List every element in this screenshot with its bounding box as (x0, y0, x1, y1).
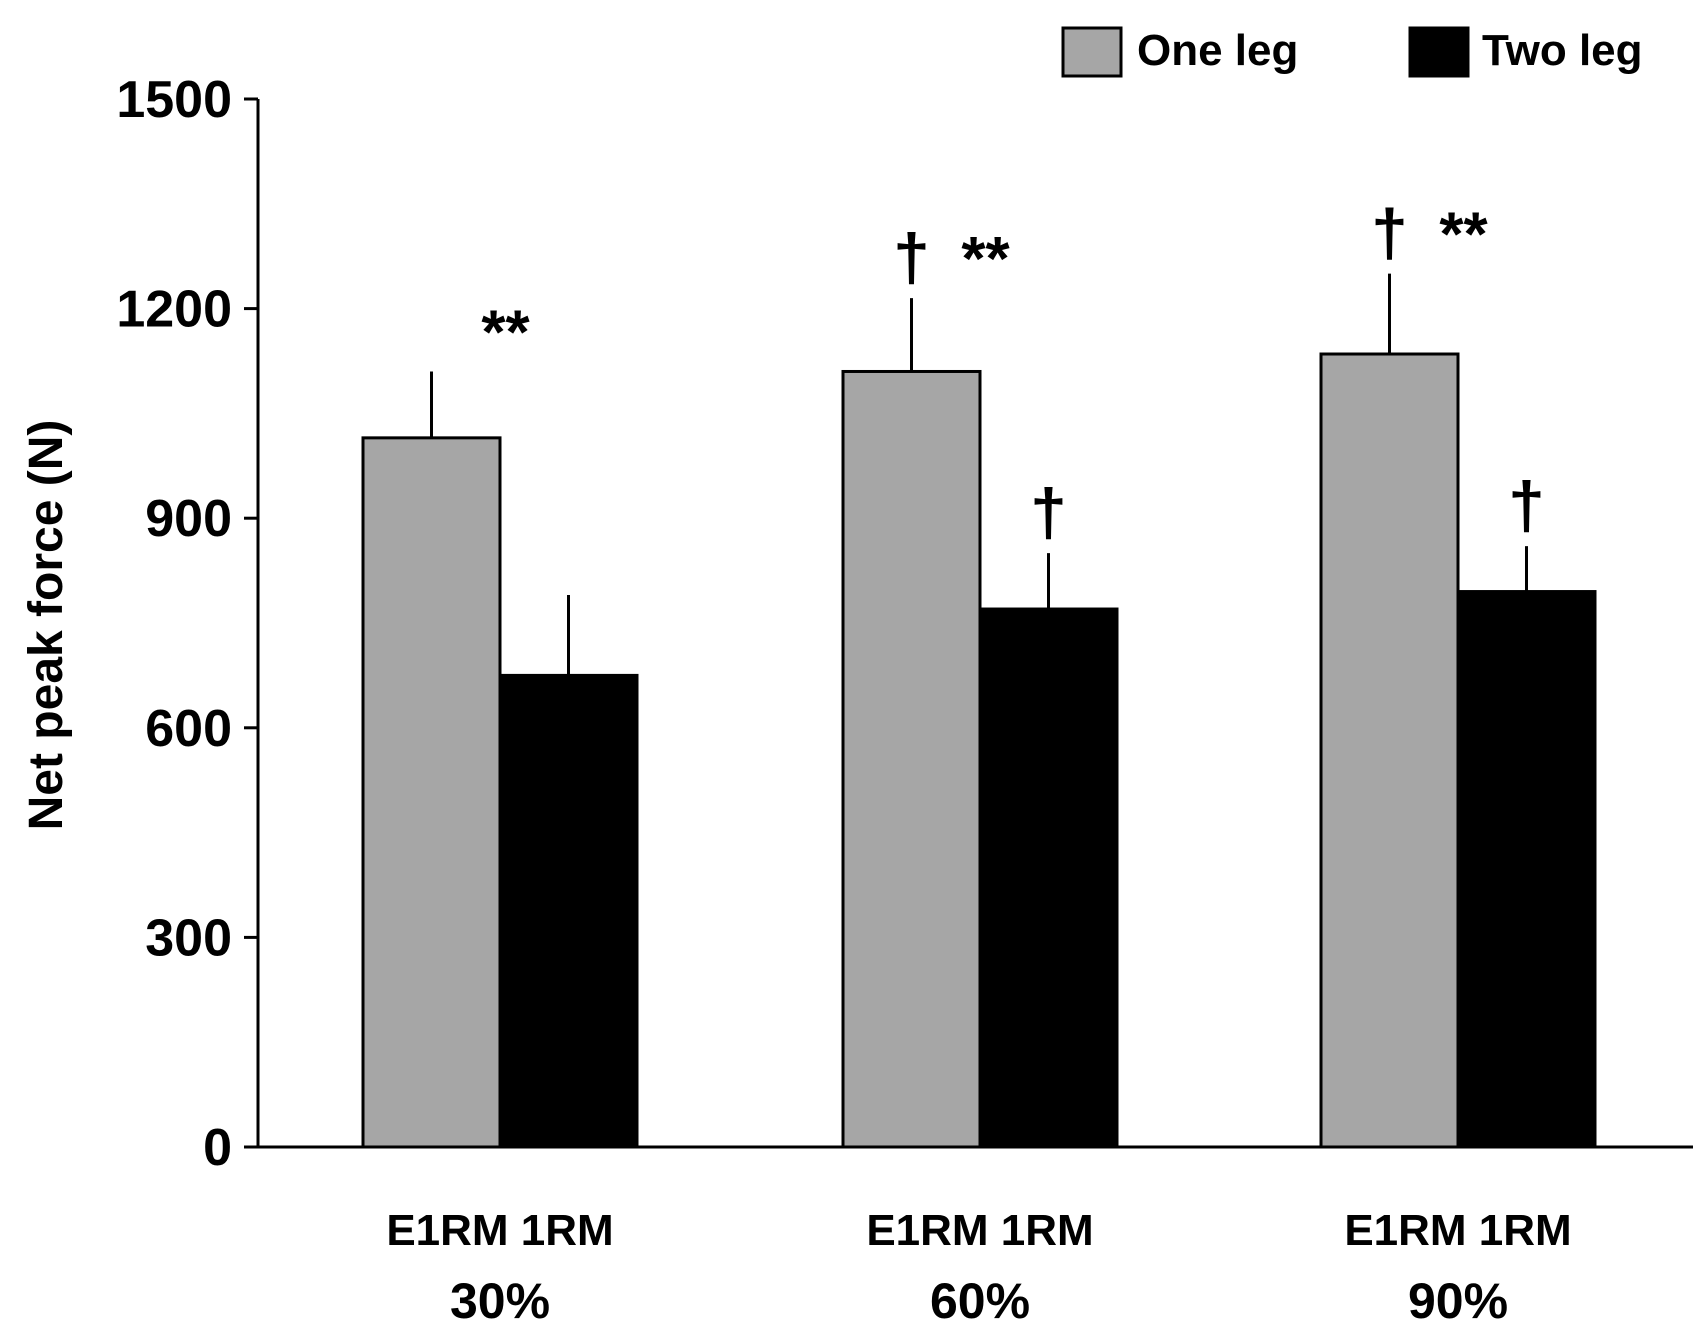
group-label: 30% (450, 1273, 550, 1329)
x-labels: E1RM 1RM 30% E1RM 1RM 60% E1RM 1RM 90% (386, 1206, 1571, 1329)
dagger-marker: † (1508, 468, 1545, 542)
dagger-marker: † (1371, 196, 1408, 270)
group-label: 90% (1408, 1273, 1508, 1329)
y-tick-label: 1200 (116, 281, 232, 339)
bar-one-leg-90 (1319, 352, 1460, 1149)
bar-one-leg-60 (841, 369, 982, 1149)
bars (361, 352, 1597, 1149)
y-tick-label: 600 (145, 700, 232, 758)
legend-label-one-leg: One leg (1137, 26, 1298, 75)
y-ticks: 0 300 600 900 1200 1500 (116, 71, 258, 1177)
category-label: E1RM 1RM (1344, 1206, 1571, 1255)
category-label: E1RM 1RM (866, 1206, 1093, 1255)
error-bars (430, 273, 1528, 676)
bar-one-leg-30 (361, 436, 502, 1149)
y-axis-title: Net peak force (N) (20, 420, 73, 831)
category-label: E1RM 1RM (386, 1206, 613, 1255)
bar-two-leg-30 (498, 673, 639, 1149)
legend-swatch-two-leg (1408, 26, 1470, 78)
bar-two-leg-60 (978, 607, 1119, 1149)
y-tick-label: 900 (145, 490, 232, 548)
group-label: 60% (930, 1273, 1030, 1329)
y-tick-label: 0 (203, 1119, 232, 1177)
y-tick-label: 1500 (116, 71, 232, 129)
significance-marker: ** (1439, 201, 1488, 270)
dagger-marker: † (893, 220, 930, 294)
legend: One leg Two leg (1061, 26, 1643, 78)
bar-two-leg-90 (1456, 590, 1597, 1149)
y-tick-label: 300 (145, 909, 232, 967)
significance-marker: ** (481, 298, 530, 367)
annotations: ** ** ** † † † † (481, 196, 1544, 549)
dagger-marker: † (1030, 475, 1067, 549)
legend-label-two-leg: Two leg (1482, 26, 1643, 75)
significance-marker: ** (961, 225, 1010, 294)
legend-swatch-one-leg (1061, 26, 1123, 78)
